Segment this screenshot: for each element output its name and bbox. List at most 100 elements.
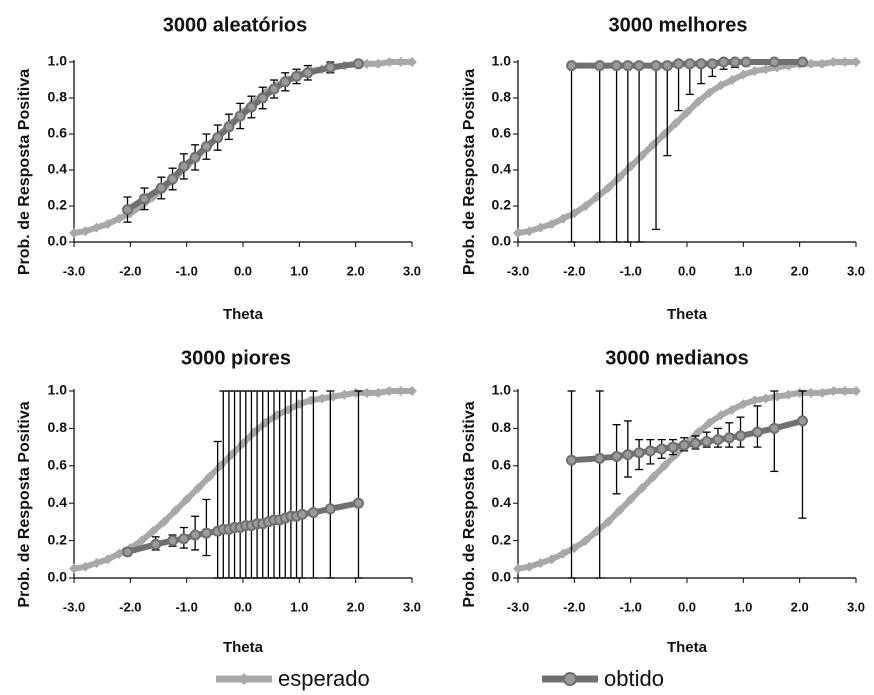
chart-title: 3000 melhores [609,14,748,36]
series-obtido-point [689,437,701,449]
chart-panel-3: 3000 piores 0.0 0.2 0.4 0.6 0.8 1.0 -3.0 -2.0 -1.… [16,347,421,656]
series-esperado-point [603,516,614,527]
series-esperado-point [828,57,839,67]
series-esperado-point [659,460,670,471]
series-obtido-point [633,447,645,459]
series-obtido-point [695,58,707,70]
series-obtido-point [622,60,634,72]
legend-esperado-label: esperado [278,666,370,691]
series-esperado-point [361,58,372,69]
series-obtido-point [167,173,179,185]
series-obtido-point [768,56,780,68]
series-esperado-point [69,563,79,574]
series-esperado-point [749,395,760,406]
series-esperado-point [80,561,91,572]
series-obtido-point [307,507,319,519]
series-obtido-point [729,56,741,68]
series-obtido-point [245,101,257,113]
series-obtido-point [167,535,179,547]
y-axis-label: Prob. de Resposta Positiva [16,69,33,275]
series-esperado-point [670,118,681,129]
series-obtido-point [268,83,280,95]
series-obtido-line [571,59,803,69]
y-axis-label: Prob. de Resposta Positiva [16,401,33,607]
y-tick-label: 0.2 [492,531,512,547]
y-tick-label: 0.2 [492,197,512,213]
series-esperado-point [828,386,839,396]
series-obtido-point [661,60,673,72]
series-obtido-point [622,449,634,461]
y-tick-label: 0.8 [48,89,68,105]
y-tick-label: 1.0 [492,53,512,69]
series-esperado-point [535,222,546,233]
x-tick-label: -1.0 [175,263,197,278]
series-obtido-point [155,182,167,194]
series-esperado-point [805,387,816,398]
x-tick-label: 3.0 [403,599,421,614]
series-obtido-point [751,426,763,438]
series-esperado-point [636,483,647,494]
y-tick-label: 0.2 [48,531,68,547]
series-esperado-point [102,219,113,229]
series-esperado-point [114,548,125,559]
series-esperado-point [524,226,535,237]
series-esperado-point [648,472,659,483]
legend-esperado-swatch [216,673,272,685]
y-tick-label: 0.4 [492,494,512,510]
legend-obtido-swatch [542,672,598,686]
series-obtido-point [633,60,645,72]
series-obtido-point [706,58,718,70]
series-obtido-point [684,58,696,70]
series-esperado-point [69,228,79,238]
y-tick-label: 0.0 [492,233,512,249]
series-obtido-point [257,92,269,104]
series-esperado-point [558,548,569,559]
series-esperado-point [738,69,749,80]
x-tick-label: 3.0 [403,263,421,278]
series-obtido-point [678,439,690,451]
series-esperado-point [839,57,850,67]
series-esperado-point [524,561,535,572]
x-tick-label: 1.0 [290,599,308,614]
y-tick-label: 1.0 [48,53,68,69]
series-obtido-point [796,415,808,427]
series-esperado-point [373,58,384,69]
chart-title: 3000 aleatórios [163,14,308,36]
legend-obtido-label: obtido [604,666,664,691]
series-esperado-point [339,389,350,400]
x-tick-label: -3.0 [507,599,529,614]
series-esperado-point [727,75,738,85]
chart-title: 3000 piores [181,347,291,369]
x-tick-label: 0.0 [678,263,696,278]
series-obtido-point [644,445,656,457]
x-axis-label: Theta [223,306,264,323]
series-esperado-point [80,226,91,237]
x-axis-label: Theta [667,639,708,656]
series-obtido-point [594,60,606,72]
series-obtido-point [611,60,623,72]
series-obtido-point [352,497,364,509]
series-esperado-point [749,66,760,76]
series-esperado-point [373,387,384,398]
x-tick-label: 2.0 [347,599,365,614]
series-obtido-point [740,56,752,68]
series-esperado-point [181,494,192,505]
y-tick-label: 0.8 [492,419,512,435]
series-obtido-point [223,121,235,133]
chart-panel-1: 3000 aleatórios 0.0 0.2 0.4 0.6 0.8 1.0 -3.0 -2.… [16,14,421,323]
y-tick-label: 0.4 [48,494,68,510]
x-tick-label: 2.0 [347,263,365,278]
x-tick-label: -2.0 [563,263,585,278]
y-tick-label: 0.0 [48,233,68,249]
y-tick-label: 1.0 [492,382,512,398]
series-esperado-point [760,64,771,75]
series-obtido-point [302,67,314,79]
y-tick-label: 0.4 [48,161,68,177]
series-esperado-point [384,57,395,67]
y-tick-label: 0.4 [492,161,512,177]
y-tick-label: 0.8 [492,89,512,105]
series-obtido-point [594,452,606,464]
series-esperado-point [851,386,861,396]
y-tick-label: 0.0 [492,569,512,585]
